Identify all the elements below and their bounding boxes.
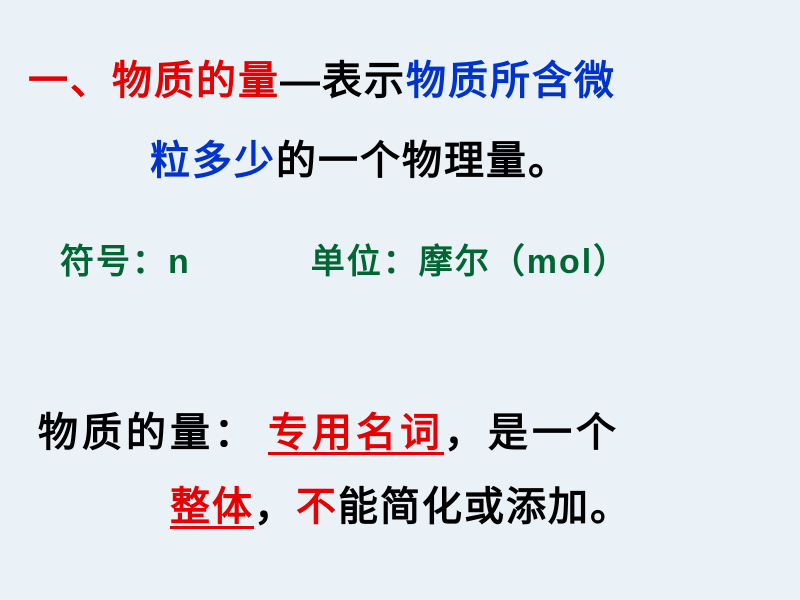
heading-suffix: 的一个物理量。 [276, 139, 570, 183]
def-mid: ，是一个 [444, 411, 620, 455]
definition-line-1: 物质的量：专用名词，是一个 [38, 400, 620, 458]
def-keyword-2: 整体 [170, 485, 254, 529]
heading-dash: —表示 [280, 59, 406, 103]
def-keyword-1: 专用名词 [268, 411, 444, 455]
def-prefix: 物质的量： [38, 411, 258, 455]
heading-line-1: 一、物质的量—表示物质所含微 [28, 48, 616, 106]
unit-label: 单位：摩尔（mol） [311, 243, 629, 281]
symbol-unit-line: 符号：n 单位：摩尔（mol） [60, 234, 629, 283]
heading-blue-1: 物质所含微 [406, 59, 616, 103]
def-comma: ， [254, 485, 296, 529]
heading-blue-2: 粒多少 [150, 139, 276, 183]
def-not: 不 [296, 485, 338, 529]
heading-prefix: 一、物质的量 [28, 59, 280, 103]
heading-line-2: 粒多少的一个物理量。 [150, 128, 570, 186]
definition-line-2: 整体，不能简化或添加。 [170, 474, 632, 532]
symbol-label: 符号：n [60, 243, 191, 281]
def-tail: 能简化或添加。 [338, 485, 632, 529]
